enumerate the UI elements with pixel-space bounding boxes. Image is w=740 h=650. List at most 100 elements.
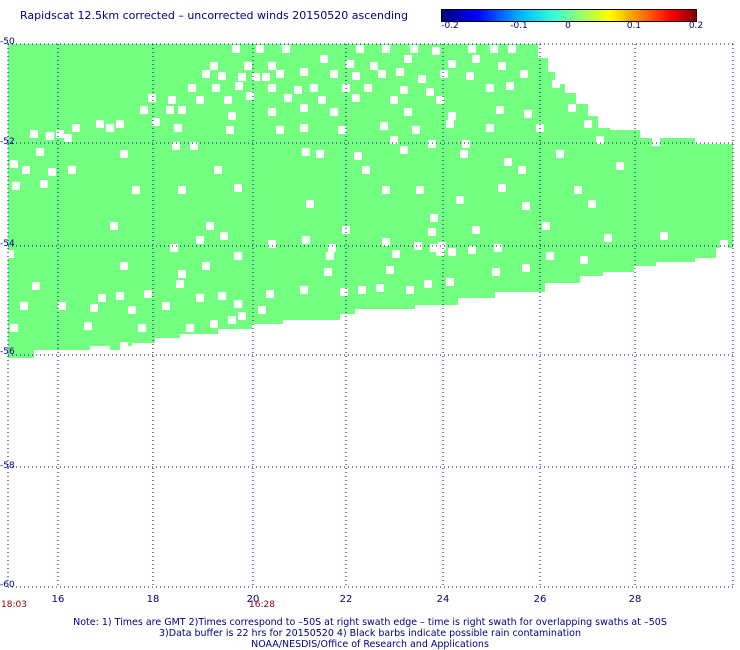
data-gap-cell — [424, 280, 432, 288]
data-gap-cell — [390, 96, 398, 104]
data-gap-cell — [306, 200, 314, 208]
data-gap-cell — [302, 148, 310, 156]
data-gap-cell — [96, 120, 104, 128]
data-gap-cell — [72, 124, 80, 132]
data-gap-cell — [428, 228, 436, 236]
data-gap-cell — [468, 45, 476, 53]
data-gap-cell — [568, 104, 576, 112]
data-gaps — [6, 45, 728, 354]
swath-time-2: 16:28 — [249, 600, 275, 610]
data-gap-cell — [300, 124, 308, 132]
y-tick-label-54: -54 — [0, 239, 15, 249]
data-gap-cell — [186, 324, 194, 332]
data-gap-cell — [498, 184, 506, 192]
data-gap-cell — [328, 244, 336, 252]
data-gap-cell — [486, 84, 494, 92]
data-gap-cell — [36, 148, 44, 156]
data-gap-cell — [352, 72, 360, 80]
data-gap-cell — [64, 134, 72, 142]
data-gap-cell — [116, 292, 124, 300]
data-gap-cell — [20, 302, 28, 310]
x-tick-label-24: 24 — [436, 594, 450, 605]
data-gap-cell — [330, 70, 338, 78]
data-gap-cell — [418, 75, 426, 83]
data-gap-cell — [140, 106, 148, 114]
lat-lon-grid — [7, 43, 734, 588]
data-gap-cell — [120, 262, 128, 270]
data-gap-cell — [346, 60, 354, 68]
data-gap-cell — [235, 82, 243, 90]
data-gap-cell — [616, 162, 624, 170]
data-gap-cell — [466, 72, 474, 80]
data-gap-cell — [340, 288, 348, 296]
data-gap-cell — [448, 248, 456, 256]
data-gap-cell — [138, 324, 146, 332]
data-gap-cell — [302, 236, 310, 244]
colorbar-label-max: 0.2 — [688, 21, 704, 31]
data-gap-cell — [552, 80, 560, 88]
data-gap-cell — [48, 168, 56, 176]
data-gap-cell — [580, 256, 588, 264]
data-gap-cell — [168, 96, 176, 104]
data-gap-cell — [98, 294, 106, 302]
data-gap-cell — [460, 150, 468, 158]
data-gap-cell — [324, 268, 332, 276]
data-gap-cell — [546, 252, 554, 260]
data-gap-cell — [6, 250, 14, 258]
x-tick-label-22: 22 — [339, 594, 353, 605]
data-gap-cell — [524, 110, 532, 118]
data-gap-cell — [386, 266, 394, 274]
data-gap-cell — [430, 244, 438, 252]
data-gap-cell — [446, 120, 454, 128]
data-gap-cell — [428, 140, 436, 148]
data-gap-cell — [206, 222, 214, 230]
data-gap-cell — [412, 126, 420, 134]
data-gap-cell — [430, 214, 438, 222]
data-gap-cell — [22, 166, 30, 174]
data-gap-cell — [494, 244, 502, 252]
data-gap-cell — [284, 94, 292, 102]
data-gap-cell — [448, 60, 456, 68]
data-gap-cell — [256, 45, 264, 53]
x-tick-label-16: 16 — [51, 594, 65, 605]
data-gap-cell — [370, 62, 378, 70]
data-gap-cell — [268, 84, 276, 92]
data-gap-cell — [472, 226, 480, 234]
data-gap-cell — [58, 302, 66, 310]
data-gap-cell — [436, 96, 444, 104]
data-gap-cell — [224, 96, 232, 104]
data-gap-cell — [196, 236, 204, 244]
data-gap-cell — [518, 166, 526, 174]
data-gap-cell — [498, 62, 506, 70]
data-gap-cell — [174, 124, 182, 132]
data-gap-cell — [10, 160, 18, 168]
data-gap-cell — [12, 182, 20, 190]
data-gap-cell — [318, 96, 326, 104]
y-tick-label-60: -60 — [0, 580, 15, 590]
data-gap-cell — [276, 70, 284, 78]
data-gap-cell — [338, 126, 346, 134]
data-gap-cell — [330, 108, 338, 116]
y-tick-label-56: -56 — [0, 347, 15, 357]
data-gap-cell — [190, 142, 198, 150]
data-gap-cell — [522, 202, 530, 210]
data-gap-cell — [542, 222, 550, 230]
data-gap-cell — [364, 84, 372, 92]
data-gap-cell — [212, 84, 220, 92]
data-gap-cell — [380, 122, 388, 130]
data-gap-cell — [400, 146, 408, 154]
data-gap-cell — [300, 68, 308, 76]
data-gap-cell — [210, 320, 218, 328]
data-gap-cell — [390, 136, 398, 144]
data-gap-cell — [382, 45, 390, 53]
data-gap-cell — [472, 55, 480, 63]
data-gap-cell — [148, 94, 156, 102]
data-gap-cell — [352, 94, 360, 102]
data-gap-cell — [178, 186, 186, 194]
data-gap-cell — [30, 130, 38, 138]
data-gap-cell — [234, 300, 242, 308]
data-gap-cell — [462, 140, 470, 148]
data-gap-cell — [356, 45, 364, 53]
data-gap-cell — [320, 55, 328, 63]
